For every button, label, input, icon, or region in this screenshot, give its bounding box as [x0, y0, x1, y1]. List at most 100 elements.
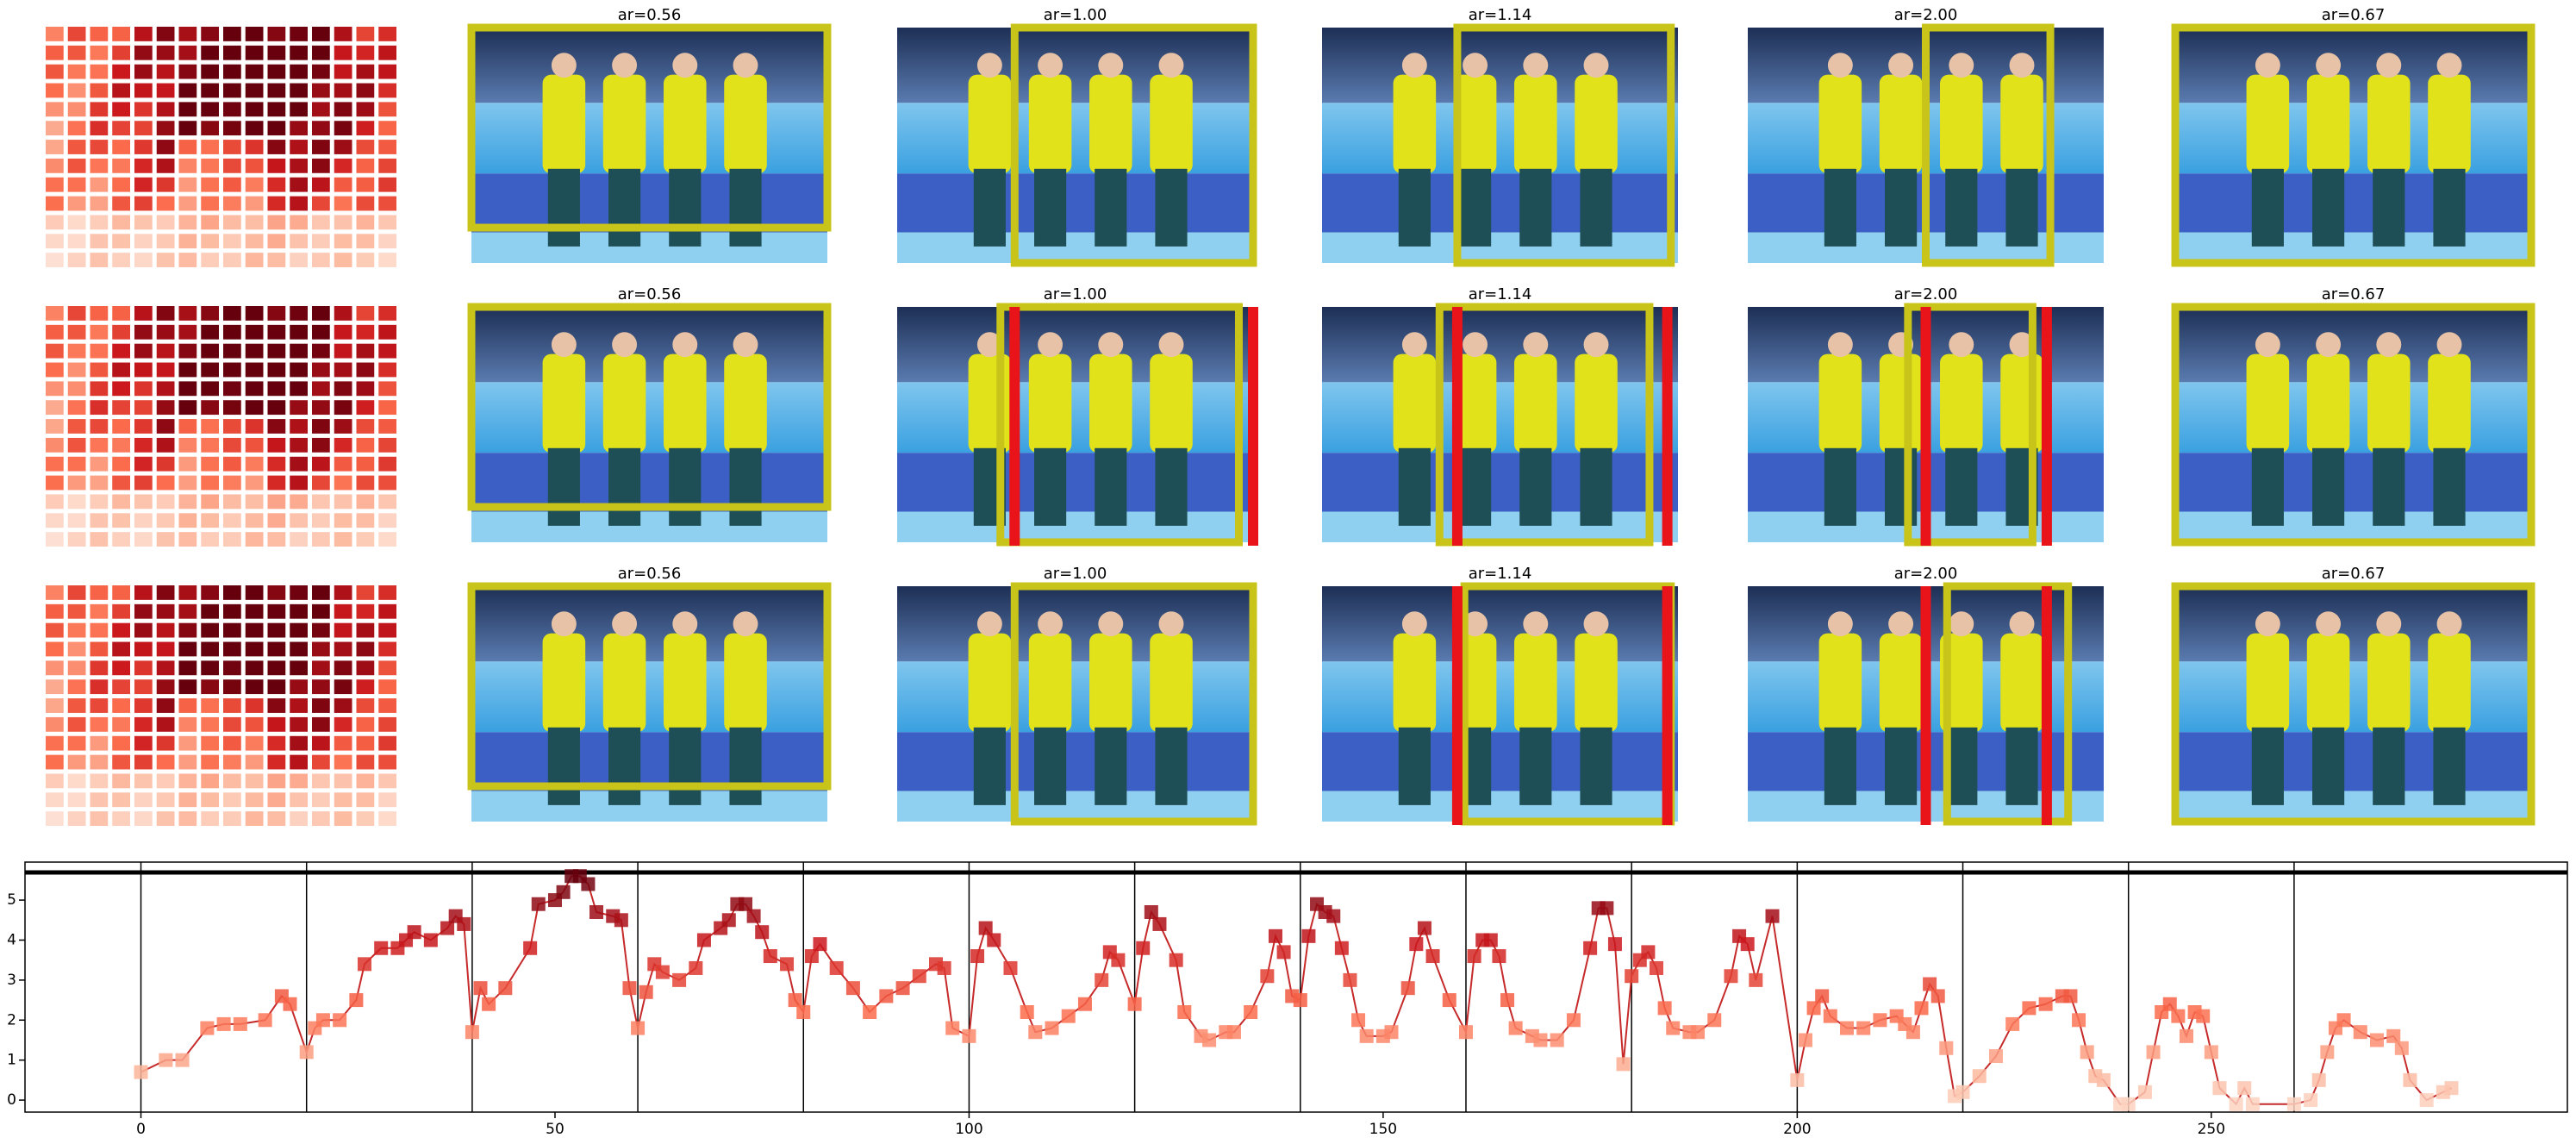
heatmap-cell [178, 603, 197, 619]
heatmap-cell [223, 343, 241, 359]
heatmap-cell [134, 494, 153, 509]
heatmap-cell [201, 603, 219, 619]
heatmap-cell [312, 456, 330, 472]
x-tick-label: 200 [1783, 1121, 1811, 1138]
heatmap-cell [67, 362, 86, 378]
point-marker [1268, 928, 1282, 943]
heatmap-cell [201, 716, 219, 732]
heatmap-cell [134, 641, 153, 657]
heatmap-cell [156, 811, 175, 826]
point-marker [2146, 1045, 2161, 1060]
heatmap-cell [356, 475, 375, 491]
heatmap-cell [178, 83, 197, 98]
heatmap-cell [178, 324, 197, 340]
heatmap-cell [156, 381, 175, 397]
photo-legs [1155, 447, 1188, 526]
heatmap-cell [223, 716, 241, 732]
heatmap-cell [378, 253, 396, 267]
heatmap-cell [201, 754, 219, 770]
heatmap-cell [378, 83, 396, 98]
heatmap-cell [245, 641, 264, 657]
heatmap-cell [90, 679, 109, 695]
heatmap-cell [178, 585, 197, 600]
point-marker [755, 925, 770, 940]
heatmap-cell [201, 362, 219, 378]
y-tick-label: 1 [7, 1052, 16, 1069]
photo-banner [2175, 173, 2531, 233]
photo-legs [2433, 168, 2466, 247]
heatmap-cell [134, 622, 153, 638]
photo-legs [1885, 168, 1918, 247]
heatmap-cell [356, 324, 375, 340]
heatmap-cell [112, 513, 130, 528]
photo-legs [2373, 727, 2405, 805]
heatmap-cell [112, 253, 130, 267]
point-marker [498, 981, 513, 996]
point-marker [1169, 953, 1183, 967]
heatmap-cell [156, 121, 175, 136]
point-marker [1260, 969, 1275, 984]
heatmap-cell [112, 381, 130, 397]
heatmap-cell [356, 253, 375, 267]
point-marker [1914, 1001, 1929, 1016]
point-marker [2171, 1009, 2186, 1023]
heatmap-cell [356, 792, 375, 808]
photo-stands [897, 586, 1253, 662]
photo-head [551, 332, 577, 358]
photo-head [612, 53, 638, 78]
photo-legs [1824, 447, 1856, 526]
yellow-box [1010, 582, 1257, 826]
point-marker [1972, 1069, 1987, 1084]
point-marker [780, 957, 795, 972]
heatmap-cell [46, 773, 64, 789]
heatmap-cell [46, 456, 64, 472]
point-marker [2353, 1025, 2367, 1040]
heatmap-cell [267, 215, 286, 230]
heatmap-cell [245, 27, 264, 41]
heatmap-cell [90, 419, 109, 434]
red-bar [1920, 307, 1931, 546]
heatmap-cell [223, 27, 241, 41]
photo-head [1158, 611, 1184, 637]
heatmap-cell [378, 234, 396, 249]
heatmap-cell [245, 419, 264, 434]
heatmap-cell [245, 437, 264, 453]
heatmap-cell [134, 27, 153, 41]
heatmap-cell [356, 102, 375, 117]
heatmap-cell [67, 381, 86, 397]
heatmap-cell [223, 792, 241, 808]
heatmap-cell [201, 437, 219, 453]
heatmap-cell [156, 679, 175, 695]
photo-person [2367, 633, 2411, 733]
photo-person [1089, 353, 1132, 453]
heatmap-cell [223, 83, 241, 98]
heatmap-cell [245, 585, 264, 600]
heatmap-cell [201, 622, 219, 638]
heatmap-cell [201, 660, 219, 676]
heatmap-cell [178, 400, 197, 416]
point-marker [2179, 1028, 2193, 1043]
heatmap-cell [334, 773, 352, 789]
point-marker [1077, 997, 1092, 1011]
photo-person [1150, 353, 1193, 453]
photo-person [1028, 353, 1072, 453]
heatmap-cell [312, 679, 330, 695]
heatmap-cell [245, 494, 264, 509]
heatmap-cell [67, 792, 86, 808]
photo-head [1463, 332, 1488, 358]
photo-person [1393, 353, 1437, 453]
heatmap-cell [67, 177, 86, 192]
heatmap-cell [267, 811, 286, 826]
heatmap-cell [156, 754, 175, 770]
heatmap-cell [90, 324, 109, 340]
heatmap-cell [134, 121, 153, 136]
yellow-box [2171, 23, 2535, 267]
point-marker [1724, 969, 1738, 984]
heatmap-cell [267, 381, 286, 397]
heatmap-cell [178, 641, 197, 657]
heatmap-cell [245, 45, 264, 60]
heatmap-cell [245, 698, 264, 713]
heatmap-cell [134, 792, 153, 808]
heatmap-cell [334, 532, 352, 547]
heatmap-cell [245, 234, 264, 249]
